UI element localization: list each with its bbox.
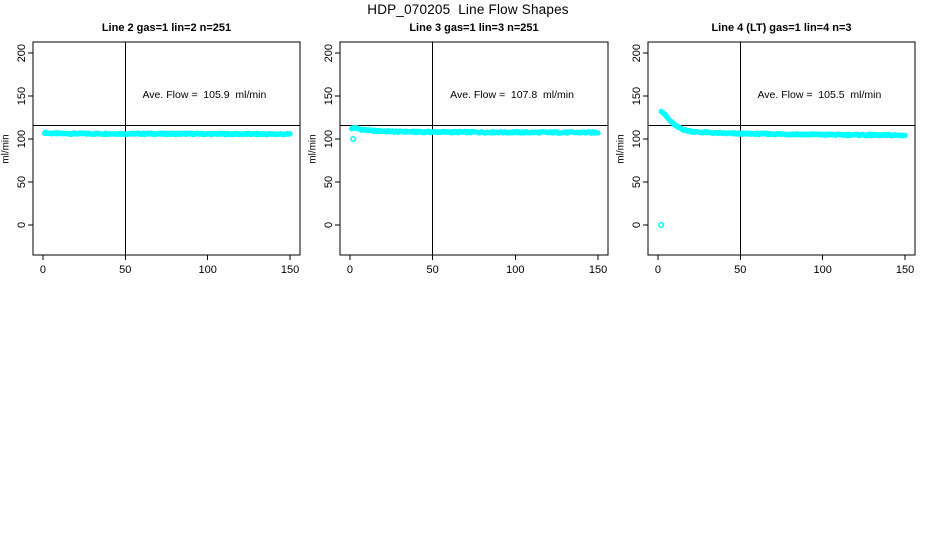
svg-text:100: 100	[199, 264, 217, 276]
plots-canvas: 0 50 100 150 0 50 100 150 200 0 50 100 150 0 50 100 150 2…	[16, 41, 916, 276]
y-axis-label-line2: ml/min	[0, 133, 12, 164]
svg-text:200: 200	[631, 44, 643, 62]
svg-text:50: 50	[323, 176, 335, 188]
svg-text:50: 50	[427, 264, 439, 276]
svg-text:200: 200	[16, 44, 28, 62]
svg-text:50: 50	[16, 176, 28, 188]
svg-text:150: 150	[16, 87, 28, 105]
y-axis-label-line3: ml/min	[307, 133, 319, 164]
panel-title-line4: Line 4 (LT) gas=1 lin=4 n=3	[711, 22, 852, 34]
panel-title-line3: Line 3 gas=1 lin=3 n=251	[409, 22, 539, 34]
svg-text:150: 150	[323, 87, 335, 105]
svg-text:100: 100	[506, 264, 524, 276]
svg-text:150: 150	[896, 264, 914, 276]
svg-text:50: 50	[119, 264, 131, 276]
svg-text:0: 0	[40, 264, 46, 276]
svg-text:0: 0	[16, 222, 28, 228]
svg-text:100: 100	[323, 130, 335, 148]
ave-flow-annotation-line3: Ave. Flow = 107.8 ml/min	[450, 89, 574, 102]
figure-title: HDP_070205 Line Flow Shapes	[367, 2, 569, 17]
ave-flow-annotation-line4: Ave. Flow = 105.5 ml/min	[757, 89, 882, 102]
svg-text:0: 0	[347, 264, 353, 276]
svg-text:50: 50	[734, 264, 746, 276]
svg-text:100: 100	[16, 130, 28, 148]
ave-flow-annotation-line2: Ave. Flow = 105.9 ml/min	[142, 89, 267, 102]
svg-text:150: 150	[631, 87, 643, 105]
svg-text:150: 150	[589, 264, 607, 276]
svg-text:0: 0	[631, 222, 643, 228]
svg-text:50: 50	[631, 176, 643, 188]
svg-text:100: 100	[814, 264, 832, 276]
svg-text:100: 100	[631, 130, 643, 148]
svg-text:150: 150	[281, 264, 299, 276]
y-axis-label-line4: ml/min	[615, 133, 627, 164]
svg-text:0: 0	[655, 264, 661, 276]
svg-text:200: 200	[323, 44, 335, 62]
panel-title-line2: Line 2 gas=1 lin=2 n=251	[101, 22, 232, 34]
svg-text:0: 0	[323, 222, 335, 228]
